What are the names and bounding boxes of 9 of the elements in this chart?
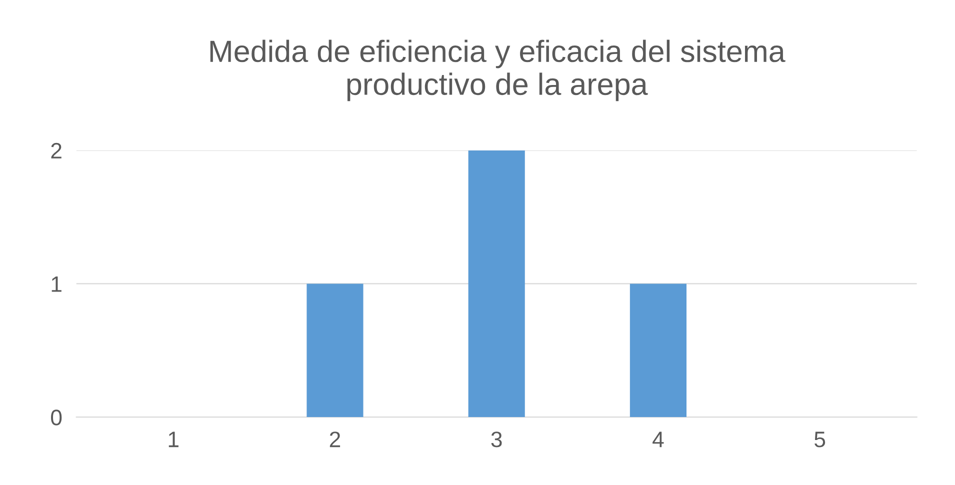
y-tick-label: 0: [51, 410, 62, 426]
x-tick-label: 4: [652, 432, 664, 448]
x-tick-label: 3: [491, 432, 502, 448]
chart-title: Medida de eficiencia y eficacia del sistema productivo de la arepa: [210, 40, 786, 102]
y-tick-label: 1: [52, 276, 62, 292]
x-tick-label: 5: [814, 432, 826, 448]
x-tick-label: 2: [330, 432, 340, 448]
x-tick-label: 1: [168, 432, 178, 448]
y-tick-label: 2: [51, 142, 62, 158]
